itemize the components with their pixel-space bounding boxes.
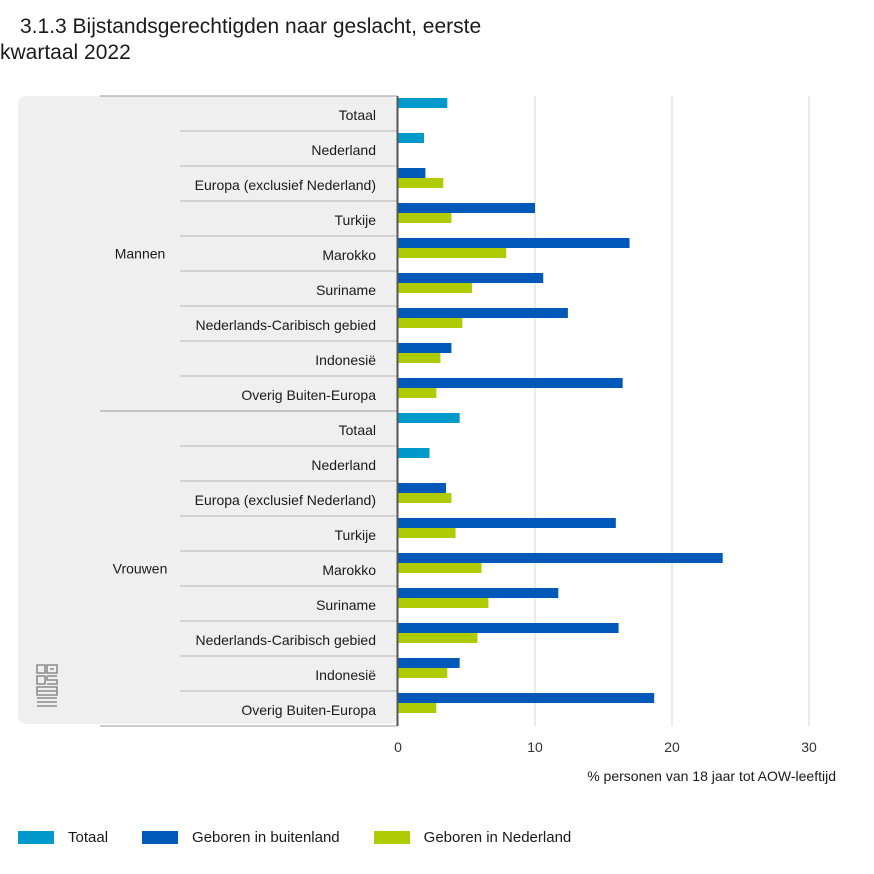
bar-nederland-vrouwen-turkije <box>398 528 456 538</box>
row-label-vrouwen-nederlands-caribisch-gebied: Nederlands-Caribisch gebied <box>195 632 376 648</box>
bar-buitenland-mannen-marokko <box>398 238 630 248</box>
bar-buitenland-mannen-turkije <box>398 203 535 213</box>
bar-totaal-vrouwen-totaal <box>398 413 460 423</box>
group-label-mannen: Mannen <box>115 246 166 262</box>
bar-nederland-vrouwen-indonesie <box>398 668 448 678</box>
bar-nederland-mannen-turkije <box>398 213 452 223</box>
bar-chart: Totaal Nederland Europa (exclusief Nederla… <box>18 95 817 755</box>
row-label-vrouwen-turkije: Turkije <box>335 527 377 543</box>
x-axis-label: % personen van 18 jaar tot AOW-leeftijd <box>587 768 836 784</box>
legend-item-totaal: Totaal <box>18 829 108 846</box>
row-label-mannen-overig-buiten-europa: Overig Buiten-Europa <box>241 387 376 403</box>
bar-nederland-mannen-europa-exclusief-nederland <box>398 178 444 188</box>
legend-swatch-totaal <box>18 831 54 844</box>
row-label-mannen-indonesie: Indonesië <box>315 352 376 368</box>
bar-buitenland-mannen-nederlands-caribisch-gebied <box>398 308 568 318</box>
cbs-logo-icon <box>36 664 58 707</box>
bar-buitenland-vrouwen-nederlands-caribisch-gebied <box>398 623 619 633</box>
gridlines <box>534 96 810 726</box>
x-axis-ticks: 0 10 20 30 <box>394 739 817 755</box>
row-label-mannen-suriname: Suriname <box>316 282 376 298</box>
legend-label-geboren-in-nederland: Geboren in Nederland <box>423 829 572 846</box>
bar-buitenland-vrouwen-suriname <box>398 588 559 598</box>
row-label-mannen-nederlands-caribisch-gebied: Nederlands-Caribisch gebied <box>195 317 376 333</box>
row-label-vrouwen-suriname: Suriname <box>316 597 376 613</box>
row-labels: Totaal Nederland Europa (exclusief Nederla… <box>195 107 377 718</box>
row-label-mannen-nederland: Nederland <box>311 142 376 158</box>
bar-buitenland-vrouwen-overig-buiten-europa <box>398 693 655 703</box>
bar-buitenland-vrouwen-turkije <box>398 518 616 528</box>
row-label-mannen-turkije: Turkije <box>335 212 377 228</box>
bar-nederland-vrouwen-overig-buiten-europa <box>398 703 437 713</box>
row-label-mannen-marokko: Marokko <box>322 247 376 263</box>
row-label-mannen-europa-exclusief-nederland: Europa (exclusief Nederland) <box>195 177 376 193</box>
row-label-vrouwen-overig-buiten-europa: Overig Buiten-Europa <box>241 702 376 718</box>
row-label-vrouwen-marokko: Marokko <box>322 562 376 578</box>
bar-buitenland-mannen-suriname <box>398 273 544 283</box>
x-tick-10: 10 <box>527 739 543 755</box>
bar-nederland-mannen-nederlands-caribisch-gebied <box>398 318 463 328</box>
legend-item-geboren-in-buitenland: Geboren in buitenland <box>142 829 340 846</box>
bar-nederland-vrouwen-suriname <box>398 598 489 608</box>
group-labels: Mannen Vrouwen <box>113 246 168 577</box>
bar-nederland-mannen-marokko <box>398 248 507 258</box>
bars <box>398 98 723 713</box>
chart-title: 3.1.3 Bijstandsgerechtigden naar geslach… <box>0 14 600 66</box>
bar-totaal-mannen-totaal <box>398 98 448 108</box>
legend-swatch-geboren-in-buitenland <box>142 831 179 844</box>
bar-nederland-mannen-overig-buiten-europa <box>398 388 437 398</box>
chart-title-line-1: 3.1.3 Bijstandsgerechtigden naar geslach… <box>20 15 482 38</box>
bar-buitenland-vrouwen-europa-exclusief-nederland <box>398 483 446 493</box>
legend-item-geboren-in-nederland: Geboren in Nederland <box>373 829 572 846</box>
bar-buitenland-mannen-europa-exclusief-nederland <box>398 168 426 178</box>
x-tick-20: 20 <box>664 739 680 755</box>
bar-nederland-mannen-indonesie <box>398 353 441 363</box>
row-label-vrouwen-europa-exclusief-nederland: Europa (exclusief Nederland) <box>195 492 376 508</box>
bar-totaal-vrouwen-nederland <box>398 448 430 458</box>
bar-buitenland-mannen-overig-buiten-europa <box>398 378 623 388</box>
bar-buitenland-mannen-indonesie <box>398 343 452 353</box>
bar-buitenland-vrouwen-indonesie <box>398 658 460 668</box>
x-tick-30: 30 <box>801 739 817 755</box>
label-panel-background <box>18 96 398 724</box>
bar-nederland-vrouwen-nederlands-caribisch-gebied <box>398 633 478 643</box>
bar-nederland-vrouwen-marokko <box>398 563 482 573</box>
row-separators <box>100 95 397 727</box>
legend-label-geboren-in-buitenland: Geboren in buitenland <box>192 829 340 846</box>
row-label-vrouwen-indonesie: Indonesië <box>315 667 376 683</box>
legend-label-totaal: Totaal <box>68 829 109 846</box>
row-label-mannen-totaal: Totaal <box>339 107 376 123</box>
legend-swatch-geboren-in-nederland <box>373 831 410 844</box>
bar-buitenland-vrouwen-marokko <box>398 553 723 563</box>
group-label-vrouwen: Vrouwen <box>113 561 168 577</box>
bar-nederland-vrouwen-europa-exclusief-nederland <box>398 493 452 503</box>
row-label-vrouwen-nederland: Nederland <box>311 457 376 473</box>
x-tick-0: 0 <box>394 739 402 755</box>
row-label-vrouwen-totaal: Totaal <box>339 422 376 438</box>
legend: Totaal Geboren in buitenland Geboren in … <box>18 829 571 846</box>
bar-totaal-mannen-nederland <box>398 133 425 143</box>
chart-title-line-2: kwartaal 2022 <box>0 41 131 64</box>
bar-nederland-mannen-suriname <box>398 283 472 293</box>
